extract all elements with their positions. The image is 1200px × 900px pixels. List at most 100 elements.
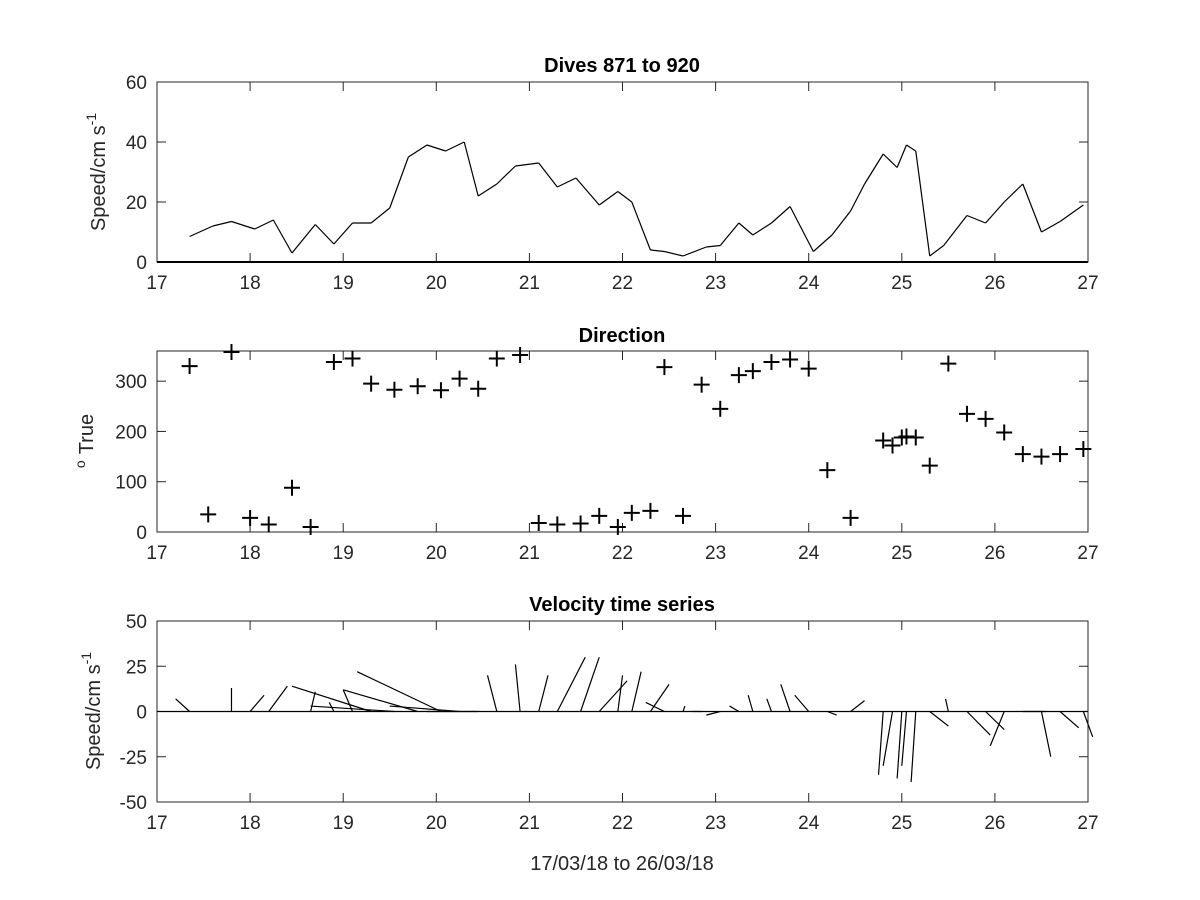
velocity-stick <box>944 698 949 712</box>
direction-point <box>386 381 403 398</box>
velocity-stick <box>556 656 586 712</box>
velocity-stick <box>706 710 721 716</box>
x-tick-label: 26 <box>984 543 1005 564</box>
direction-point <box>302 518 319 535</box>
speed-line-segment <box>906 144 912 149</box>
x-tick-label: 25 <box>891 813 912 834</box>
x-tick-label: 20 <box>426 543 447 564</box>
speed-line-segment <box>254 219 274 230</box>
y-tick-label: 100 <box>115 473 147 494</box>
x-tick-label: 27 <box>1077 543 1098 564</box>
x-tick-label: 22 <box>612 543 633 564</box>
velocity-stick <box>989 711 1005 747</box>
x-tick-label: 17 <box>146 543 167 564</box>
velocity-stick <box>929 711 949 727</box>
speed-line-segment <box>850 183 866 212</box>
x-tick-label: 27 <box>1077 273 1098 294</box>
y-tick-label: 0 <box>136 703 147 724</box>
speed-line-segment <box>915 150 931 257</box>
velocity-stick <box>617 675 624 712</box>
direction-point <box>907 429 924 446</box>
x-tick-label: 26 <box>984 813 1005 834</box>
velocity-stick <box>794 694 810 712</box>
x-tick-label: 17 <box>146 813 167 834</box>
speed-line-segment <box>333 222 353 245</box>
direction-point <box>283 479 300 496</box>
speed-line-segment <box>575 177 600 206</box>
speed-line-segment <box>370 207 391 224</box>
speed-line-segment <box>631 201 651 251</box>
direction-point <box>344 350 361 367</box>
direction-point <box>782 351 799 368</box>
velocity-panel: Velocity time series Speed/cm s-1 17/03/… <box>78 594 1099 875</box>
speed-line-segment <box>706 244 721 248</box>
x-tick-label: 19 <box>333 543 354 564</box>
y-tick-label: 300 <box>115 372 147 393</box>
direction-point <box>693 376 710 393</box>
y-axis-label: Speed/cm s-1 <box>78 652 105 770</box>
x-tick-label: 23 <box>705 273 726 294</box>
x-tick-label: 18 <box>240 273 261 294</box>
velocity-stick <box>514 664 521 712</box>
x-tick-label: 20 <box>426 813 447 834</box>
speed-line-segment <box>231 220 255 230</box>
direction-point <box>363 375 380 392</box>
velocity-stick <box>343 689 418 713</box>
y-axis-label-superscript: o <box>72 460 88 468</box>
speed-line-segment <box>1059 204 1084 222</box>
x-tick-label: 24 <box>798 813 820 834</box>
speed-line-segment <box>1003 183 1024 203</box>
x-tick-label: 26 <box>984 273 1005 294</box>
speed-line-segment <box>864 153 884 185</box>
velocity-stick <box>486 675 498 712</box>
direction-point <box>591 507 608 524</box>
speed-line-segment <box>272 219 293 254</box>
direction-point <box>488 350 505 367</box>
direction-point <box>451 370 468 387</box>
direction-point <box>432 382 449 399</box>
velocity-stick <box>342 689 354 712</box>
velocity-stick <box>766 698 773 712</box>
direction-point <box>242 509 259 526</box>
speed-line-segment <box>463 141 479 197</box>
speed-panel: Dives 871 to 920 Speed/cm s-1 17 18 19 20 21… <box>83 55 1099 294</box>
direction-point <box>223 344 240 361</box>
speed-line-segment <box>1041 220 1061 233</box>
x-tick-label: 22 <box>612 813 633 834</box>
speed-line-segment <box>752 222 772 236</box>
direction-point <box>409 378 426 395</box>
direction-point <box>744 363 761 380</box>
velocity-stick <box>268 685 288 712</box>
x-tick-label: 21 <box>519 813 540 834</box>
speed-line-segment <box>477 183 498 197</box>
direction-point <box>512 347 529 364</box>
y-tick-label: 20 <box>126 193 147 214</box>
direction-point <box>958 405 975 422</box>
direction-point <box>842 509 859 526</box>
velocity-stick <box>310 705 395 713</box>
y-tick-label: 60 <box>126 73 147 94</box>
y-axis-label-exponent: -1 <box>83 113 99 126</box>
velocity-stick <box>649 684 670 712</box>
y-axis-label-exponent: -1 <box>78 652 94 665</box>
speed-line-segment <box>557 177 577 188</box>
speed-line-segment <box>408 144 428 158</box>
y-tick-label: 40 <box>126 133 147 154</box>
speed-line-segment <box>882 153 898 168</box>
velocity-stick <box>682 705 686 712</box>
velocity-stick <box>985 711 1005 731</box>
speed-line-segment <box>598 191 619 206</box>
velocity-stick <box>310 691 316 712</box>
velocity-stick <box>827 710 837 716</box>
direction-point <box>1033 448 1050 465</box>
y-axis-label-main: Speed/cm s <box>88 125 110 231</box>
direction-point <box>572 515 589 532</box>
x-tick-label: 24 <box>798 273 820 294</box>
x-tick-label: 20 <box>426 273 447 294</box>
velocity-stick <box>645 701 665 713</box>
speed-line-segment <box>538 162 558 188</box>
y-axis-label: o True <box>72 414 98 468</box>
y-axis-label-main: True <box>76 414 98 454</box>
velocity-stick <box>538 675 549 712</box>
